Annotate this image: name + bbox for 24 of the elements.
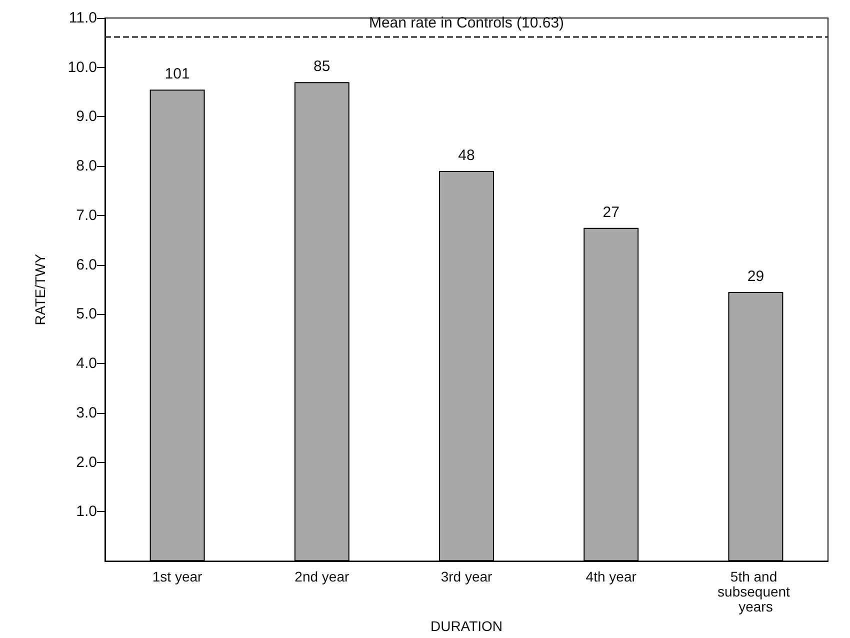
annotation: 101 — [164, 66, 190, 83]
annotation: 85 — [314, 58, 330, 76]
y-tick-label: 3.0 — [76, 404, 97, 422]
y-axis-title: RATE/TWY — [32, 253, 48, 326]
x-tick-label: 1st year — [152, 568, 203, 585]
y-tick-label: 6.0 — [76, 256, 97, 274]
y-tick-label: 5.0 — [76, 306, 97, 323]
x-tick-label: 5th and subsequent years — [718, 568, 794, 615]
y-tick-label: 1.0 — [76, 503, 97, 520]
annotation: 48 — [458, 147, 475, 164]
ref-line-label: Mean rate in Controls (10.63) — [368, 14, 564, 32]
y-tick-label: 11.0 — [68, 10, 97, 26]
y-tick-label: 2.0 — [76, 454, 97, 471]
x-axis-title: DURATION — [430, 618, 503, 634]
y-tick-label: 7.0 — [76, 206, 97, 224]
x-tick-label: 4th year — [586, 568, 637, 585]
x-tick-label: 2nd year — [294, 568, 350, 585]
y-tick-label: 10.0 — [68, 58, 97, 76]
annotation: 27 — [602, 204, 620, 221]
annotation: 29 — [747, 268, 764, 286]
y-tick-label: 9.0 — [76, 108, 97, 126]
x-tick-label: 3rd year — [440, 568, 493, 585]
y-tick-label: 4.0 — [76, 355, 97, 372]
y-tick-label: 8.0 — [76, 158, 97, 175]
